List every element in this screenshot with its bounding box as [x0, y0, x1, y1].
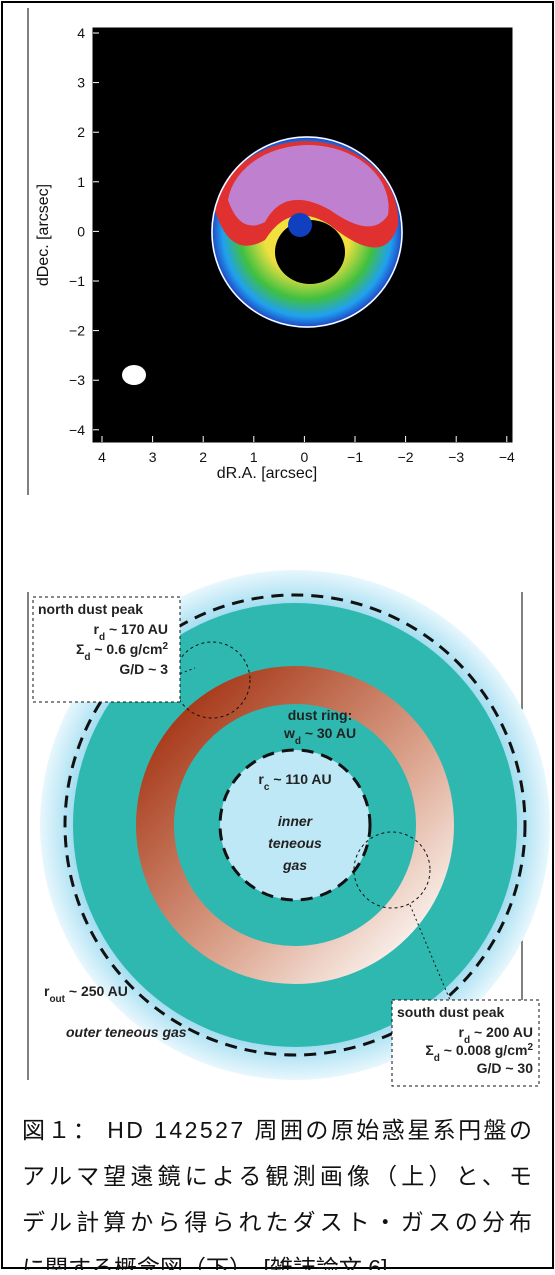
text-segment: gas [282, 857, 307, 873]
text-segment: ~ 30 AU [301, 725, 356, 741]
text-segment: Σ [76, 641, 84, 657]
y-tick-label: −3 [69, 372, 85, 388]
x-label: dR.A. [arcsec] [217, 465, 317, 482]
text-segment: ~ 0.008 g/cm [440, 1042, 528, 1058]
text-segment: ~ 110 AU [269, 771, 331, 787]
label: inner [278, 813, 314, 829]
x-tick-label: −2 [398, 449, 414, 465]
text-segment: inner [278, 813, 314, 829]
label: dust ring: [288, 707, 353, 723]
caption-line: デル計算から得られたダスト・ガスの分布 [22, 1209, 532, 1235]
text-segment: teneous [268, 835, 322, 851]
text-segment: G/D ~ 3 [119, 661, 168, 677]
y-tick-label: 3 [77, 75, 85, 91]
text-segment: G/D ~ 30 [477, 1060, 534, 1076]
y-tick-label: 2 [77, 124, 85, 140]
caption-line: に関する概念図（下）。[雑誌論文 6] [22, 1255, 387, 1270]
x-tick-label: −4 [499, 449, 515, 465]
text-segment: 2 [162, 641, 168, 652]
x-tick-label: 1 [250, 449, 258, 465]
x-tick-label: 3 [149, 449, 157, 465]
x-tick-label: −1 [347, 449, 363, 465]
x-tick-label: 0 [301, 449, 309, 465]
y-tick-label: −4 [69, 422, 85, 438]
page: 4 3 2 1 0 −1 −2 −3 −4 4 3 2 1 0 −1 −2 −3 −4 dR.A. [arcsec… [0, 0, 555, 1270]
text-segment: ~ 170 AU [105, 621, 168, 637]
label: G/D ~ 3 [119, 661, 168, 677]
y-tick-label: 1 [77, 174, 85, 190]
x-tick-label: −3 [448, 449, 464, 465]
text-segment: ~ 200 AU [470, 1024, 533, 1040]
text-segment: ~ 250 AU [65, 983, 128, 999]
y-tick-label: 4 [77, 25, 85, 41]
y-tick-label: 0 [77, 223, 85, 239]
label: G/D ~ 30 [477, 1060, 534, 1076]
caption-line: アルマ望遠鏡による観測画像（上）と、モ [22, 1163, 532, 1189]
beam [122, 365, 146, 385]
text-segment: Σ [425, 1042, 433, 1058]
text-segment: 2 [527, 1042, 533, 1053]
box-title: north dust peak [38, 601, 143, 617]
x-tick-label: 4 [98, 449, 106, 465]
y-label: dDec. [arcsec] [35, 184, 52, 286]
text-segment: w [283, 725, 295, 741]
y-tick-label: −2 [69, 323, 85, 339]
box-title: south dust peak [397, 1004, 505, 1020]
x-tick-label: 2 [199, 449, 207, 465]
text-segment: dust ring: [288, 707, 353, 723]
label: outer teneous gas [66, 1024, 187, 1040]
text-segment: ~ 0.6 g/cm [90, 641, 162, 657]
label: teneous [268, 835, 322, 851]
label: gas [282, 857, 307, 873]
emission [211, 136, 403, 328]
y-tick-label: −1 [69, 273, 85, 289]
text-segment: outer teneous gas [66, 1024, 187, 1040]
caption-line: 図１： HD 142527 周囲の原始惑星系円盤の [22, 1117, 532, 1143]
text-segment: out [49, 994, 65, 1005]
